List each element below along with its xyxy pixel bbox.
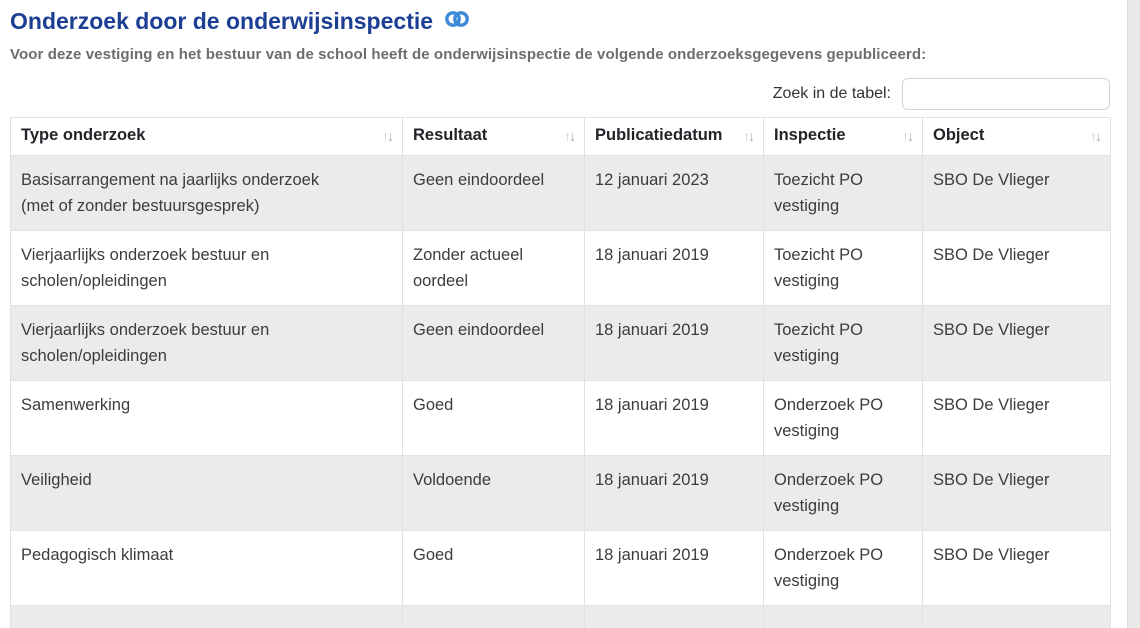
main-content: Onderzoek door de onderwijsinspectie Voo… [10,0,1111,628]
cell-inspectie: Toezicht PO vestiging [763,230,923,306]
cell-type-onderzoek: Vierjaarlijks onderzoek bestuur en schol… [10,305,403,381]
cell-object: SBO De Vlieger [922,380,1111,456]
cell-inspectie: Toezicht PO vestiging [763,305,923,381]
sort-icon: ↑↓ [902,127,914,144]
column-header-type-onderzoek[interactable]: Type onderzoek ↑↓ [10,117,403,156]
table-row: Samenwerking Goed 18 januari 2019 Onderz… [10,380,1111,456]
sort-icon: ↑↓ [743,127,755,144]
column-header-inspectie[interactable]: Inspectie ↑↓ [763,117,923,156]
cell-type-onderzoek: Basisarrangement na jaarlijks onderzoek … [10,155,403,231]
table-search-input[interactable] [902,78,1110,110]
cell-object: SBO De Vlieger [922,305,1111,381]
cell-object: SBO De Vlieger [922,530,1111,606]
page-title: Onderzoek door de onderwijsinspectie [10,8,1110,35]
cell-inspectie: Onderzoek PO vestiging [763,530,923,606]
cell-resultaat: Voldoende [402,455,585,531]
column-header-publicatiedatum[interactable]: Publicatiedatum ↑↓ [584,117,764,156]
cell-type-onderzoek: Vierjaarlijks onderzoek bestuur en schol… [10,230,403,306]
search-label: Zoek in de tabel: [772,85,891,102]
column-header-label: Type onderzoek [21,126,146,144]
cell-type-onderzoek: Veiligheid [10,455,403,531]
cell-publicatiedatum [584,605,764,628]
chain-link-icon [443,8,471,35]
cell-resultaat: Zonder actueel oordeel [402,230,585,306]
table-row: Vierjaarlijks onderzoek bestuur en schol… [10,305,1111,381]
column-header-label: Inspectie [774,126,846,144]
cell-inspectie: Onderzoek PO vestiging [763,380,923,456]
cell-publicatiedatum: 18 januari 2019 [584,305,764,381]
column-header-label: Resultaat [413,126,488,144]
cell-publicatiedatum: 18 januari 2019 [584,380,764,456]
cell-resultaat: Goed [402,380,585,456]
cell-resultaat [402,605,585,628]
inspection-table: Type onderzoek ↑↓ Resultaat ↑↓ Publicati… [10,117,1111,628]
scrollbar-track[interactable] [1127,0,1140,628]
cell-inspectie: Toezicht PO vestiging [763,155,923,231]
table-row: Basisarrangement na jaarlijks onderzoek … [10,155,1111,231]
section-link-anchor[interactable] [443,8,471,35]
table-row-partial [10,605,1111,628]
cell-publicatiedatum: 18 januari 2019 [584,455,764,531]
cell-type-onderzoek [10,605,403,628]
cell-resultaat: Goed [402,530,585,606]
cell-resultaat: Geen eindoordeel [402,305,585,381]
page-title-text: Onderzoek door de onderwijsinspectie [10,8,434,34]
cell-object: SBO De Vlieger [922,155,1111,231]
column-header-resultaat[interactable]: Resultaat ↑↓ [402,117,585,156]
cell-inspectie [763,605,923,628]
column-header-object[interactable]: Object ↑↓ [922,117,1111,156]
cell-object: SBO De Vlieger [922,455,1111,531]
cell-type-onderzoek: Samenwerking [10,380,403,456]
cell-inspectie: Onderzoek PO vestiging [763,455,923,531]
column-header-label: Object [933,126,985,144]
cell-publicatiedatum: 18 januari 2019 [584,230,764,306]
cell-resultaat: Geen eindoordeel [402,155,585,231]
cell-publicatiedatum: 12 januari 2023 [584,155,764,231]
sort-icon: ↑↓ [564,127,576,144]
cell-object [922,605,1111,628]
table-header-row: Type onderzoek ↑↓ Resultaat ↑↓ Publicati… [10,117,1111,156]
cell-object: SBO De Vlieger [922,230,1111,306]
intro-text: Voor deze vestiging en het bestuur van d… [10,46,927,63]
table-row: Vierjaarlijks onderzoek bestuur en schol… [10,230,1111,306]
column-header-label: Publicatiedatum [595,126,723,144]
cell-publicatiedatum: 18 januari 2019 [584,530,764,606]
table-search-bar: Zoek in de tabel: [10,78,1110,110]
table-row: Veiligheid Voldoende 18 januari 2019 Ond… [10,455,1111,531]
table-row: Pedagogisch klimaat Goed 18 januari 2019… [10,530,1111,606]
cell-type-onderzoek: Pedagogisch klimaat [10,530,403,606]
sort-icon: ↑↓ [382,127,394,144]
sort-icon: ↑↓ [1090,127,1102,144]
